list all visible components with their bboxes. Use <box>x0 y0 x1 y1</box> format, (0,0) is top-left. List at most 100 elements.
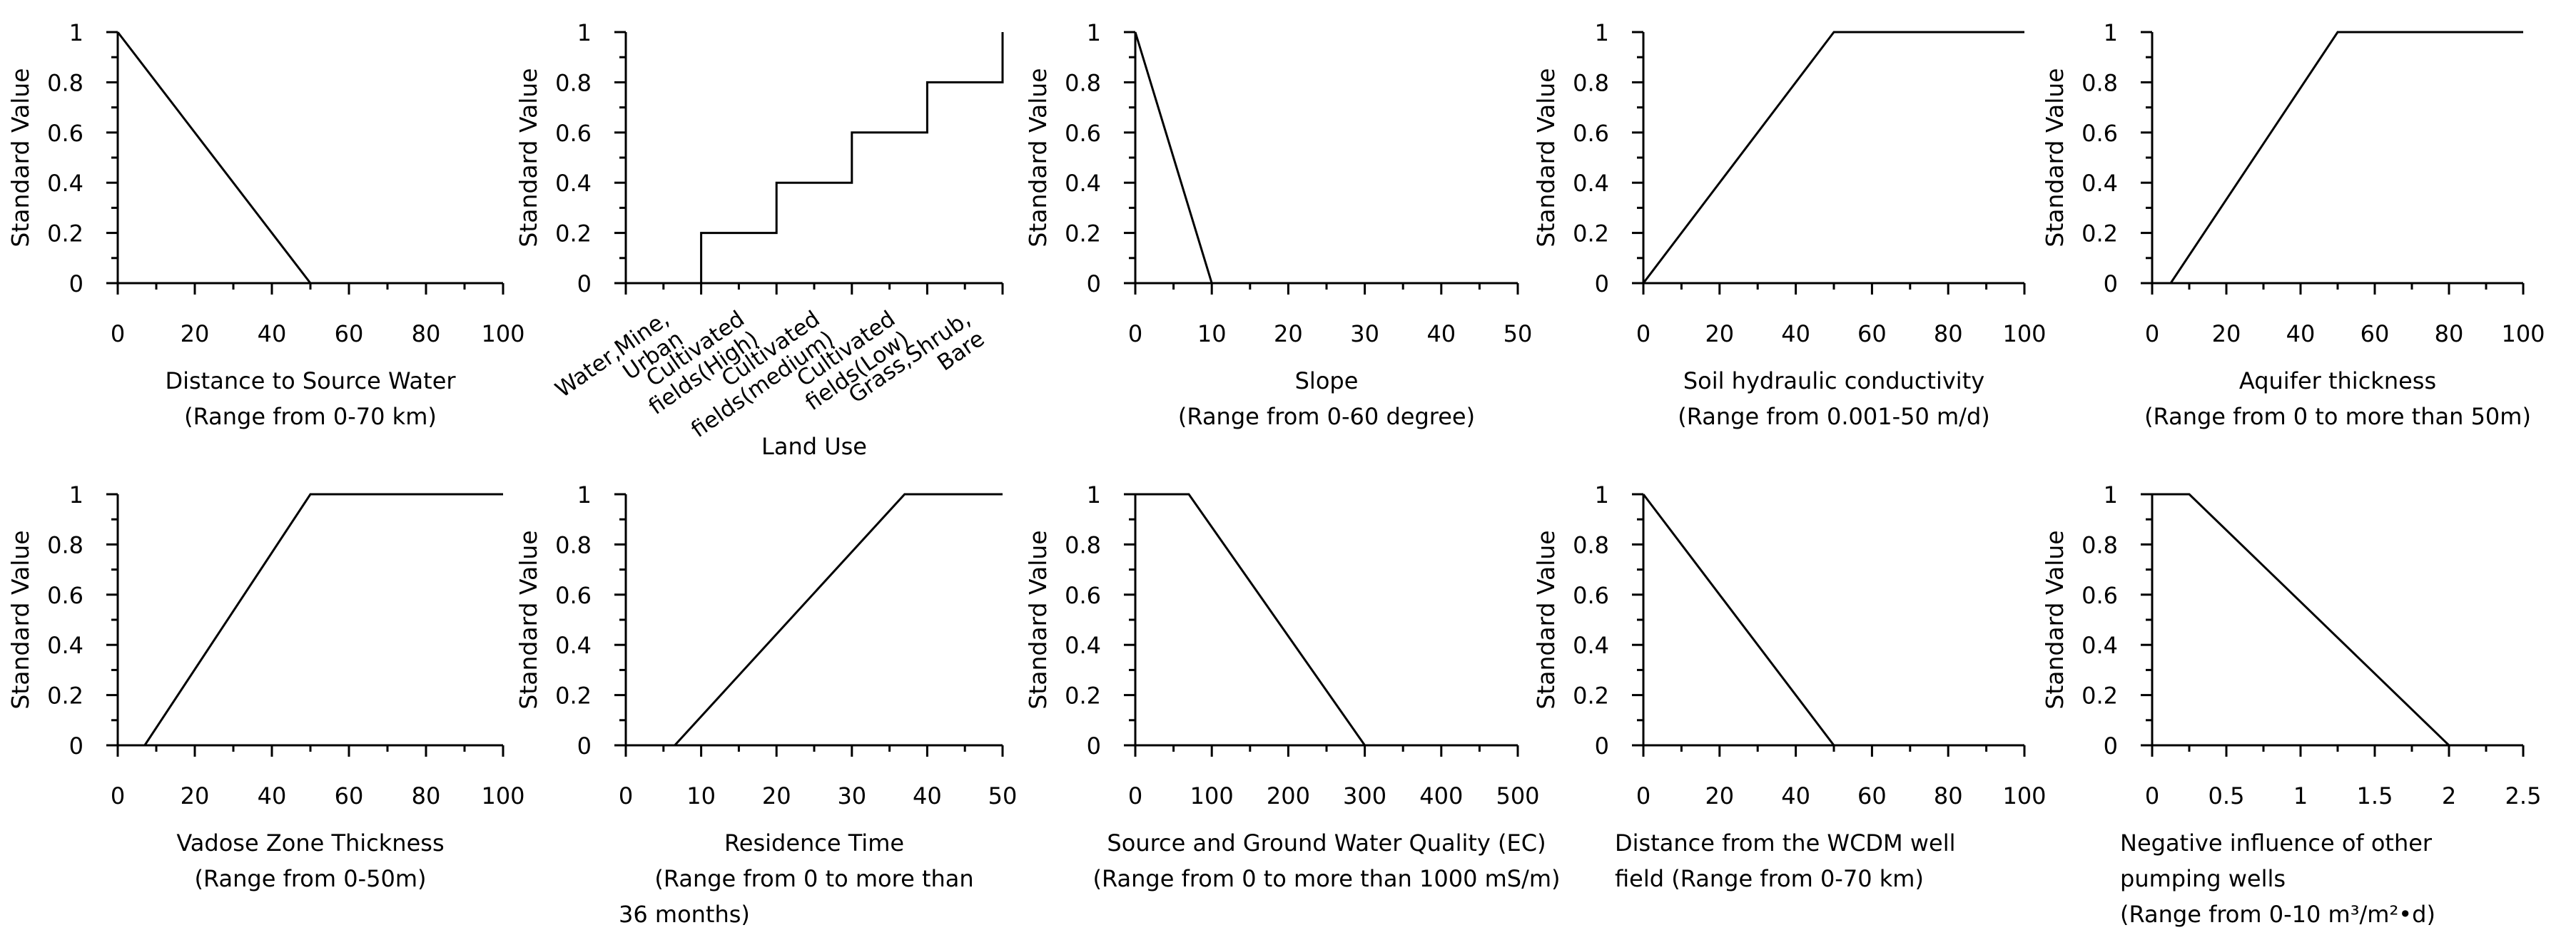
x-tick-label: 100 <box>1190 782 1234 809</box>
x-tick-label: 400 <box>1419 782 1463 809</box>
x-tick-label: 0 <box>1128 320 1142 347</box>
x-tick-label: 80 <box>2435 320 2464 347</box>
y-tick-label: 1 <box>2104 19 2118 46</box>
chart-panel-5: 0 0.2 0.4 0.6 0.8 1 0 20 40 60 80 100 Standard Value… <box>2041 19 2545 430</box>
y-tick-label: 0 <box>1595 270 1609 297</box>
x-axis-title-line: field (Range from 0-70 km) <box>1615 865 1924 892</box>
y-tick-label: 0.2 <box>1065 683 1101 710</box>
x-tick-label: 40 <box>258 320 287 347</box>
y-tick-label: 0 <box>69 732 83 760</box>
x-tick-label: 40 <box>1781 782 1810 809</box>
y-tick-label: 0 <box>1087 270 1101 297</box>
x-tick-label: 0.5 <box>2209 782 2245 809</box>
x-axis-title-line: (Range from 0-70 km) <box>184 403 437 430</box>
y-axis-title: Standard Value <box>1024 530 1052 709</box>
x-tick-label: 100 <box>481 782 524 809</box>
data-series-line <box>1135 493 1518 747</box>
y-axis-title: Standard Value <box>1024 68 1052 247</box>
y-tick-label: 0.4 <box>1065 632 1101 659</box>
y-tick-label: 1 <box>1087 481 1101 509</box>
y-tick-label: 0.4 <box>47 170 83 197</box>
x-tick-label: 40 <box>1781 320 1810 347</box>
x-tick-label: 80 <box>1934 782 1963 809</box>
y-axis-title: Standard Value <box>2041 68 2069 247</box>
x-tick-label: 2.5 <box>2505 782 2542 809</box>
y-tick-label: 0 <box>577 270 592 297</box>
y-tick-label: 0.4 <box>2081 170 2118 197</box>
x-axis-title-line: 36 months) <box>619 901 750 928</box>
data-series-line <box>1642 494 2024 747</box>
x-axis-title-line: Negative influence of other <box>2120 829 2433 857</box>
y-tick-label: 0.8 <box>47 69 83 96</box>
x-tick-label: 40 <box>258 782 287 809</box>
data-series-line <box>1134 31 1518 285</box>
chart-panel-8: 0 0.2 0.4 0.6 0.8 1 0 100 200 300 400 500 Standard V… <box>1024 481 1561 892</box>
y-tick-label: 0.6 <box>1573 120 1609 147</box>
x-tick-label: 60 <box>335 320 364 347</box>
x-axis-title-line: Aquifer thickness <box>2239 367 2436 394</box>
y-tick-label: 1 <box>69 19 83 46</box>
y-tick-label: 0.4 <box>2081 632 2118 659</box>
y-tick-label: 0.8 <box>2081 531 2118 558</box>
y-axis-title: Standard Value <box>6 68 34 247</box>
y-axis-title: Standard Value <box>514 68 542 247</box>
x-axis-title-line: Distance from the WCDM well <box>1615 829 1955 857</box>
x-tick-label: 20 <box>762 782 791 809</box>
x-tick-label: 0 <box>2145 320 2159 347</box>
x-axis-title-line: pumping wells <box>2120 865 2286 892</box>
x-tick-label: 20 <box>181 782 210 809</box>
y-tick-label: 0.2 <box>555 683 592 710</box>
x-axis-title-line: Vadose Zone Thickness <box>176 829 444 857</box>
x-tick-label: 40 <box>913 782 942 809</box>
x-tick-label: 0 <box>111 782 125 809</box>
chart-panel-4: 0 0.2 0.4 0.6 0.8 1 0 20 40 60 80 100 Standard Value… <box>1532 19 2047 430</box>
y-axis-title: Standard Value <box>2041 530 2069 709</box>
y-tick-label: 0 <box>2104 270 2118 297</box>
x-tick-label: 10 <box>686 782 716 809</box>
x-tick-label: 20 <box>1705 320 1734 347</box>
x-tick-label: 100 <box>481 320 524 347</box>
data-series-line <box>1642 31 2024 284</box>
data-series-line <box>143 493 503 746</box>
y-tick-label: 0.6 <box>47 120 83 147</box>
y-tick-label: 0.8 <box>47 531 83 558</box>
y-tick-label: 0.2 <box>47 220 83 247</box>
y-tick-label: 0.8 <box>1065 531 1101 558</box>
x-axis-title-line: Slope <box>1295 367 1359 394</box>
x-tick-label: 200 <box>1267 782 1310 809</box>
x-axis-title-line: Source and Ground Water Quality (EC) <box>1107 829 1546 857</box>
y-tick-label: 0.2 <box>1573 683 1609 710</box>
x-tick-label: 40 <box>2286 320 2316 347</box>
x-tick-label: 0 <box>1636 320 1650 347</box>
y-tick-label: 0 <box>1595 732 1609 760</box>
x-tick-label: 20 <box>2212 320 2241 347</box>
x-axis-title-line: (Range from 0 to more than 50m) <box>2144 403 2531 430</box>
x-axis-title-line: Residence Time <box>724 829 904 857</box>
x-tick-label: 80 <box>412 320 441 347</box>
x-tick-label: 1 <box>2293 782 2308 809</box>
x-axis-title-line: Land Use <box>761 433 867 460</box>
y-axis-title: Standard Value <box>1532 530 1560 709</box>
y-tick-label: 0.6 <box>2081 582 2118 609</box>
chart-panel-1: 0 0.2 0.4 0.6 0.8 1 0 20 40 60 80 100 Standard Value… <box>6 19 525 430</box>
x-tick-label: 20 <box>1274 320 1303 347</box>
y-tick-label: 0.8 <box>1573 531 1609 558</box>
y-tick-label: 0.8 <box>2081 69 2118 96</box>
x-tick-label: 100 <box>2002 782 2046 809</box>
x-axis-title-line: Distance to Source Water <box>165 367 456 394</box>
x-tick-label: 100 <box>2501 320 2545 347</box>
y-tick-label: 0.6 <box>555 582 592 609</box>
x-tick-label: 20 <box>1705 782 1734 809</box>
x-tick-label: 0 <box>1636 782 1650 809</box>
y-tick-label: 0.2 <box>2081 220 2118 247</box>
x-tick-label: 60 <box>335 782 364 809</box>
x-tick-label: 100 <box>2002 320 2046 347</box>
x-axis-title-line: (Range from 0 to more than 1000 mS/m) <box>1092 865 1560 892</box>
y-tick-label: 0.6 <box>1573 582 1609 609</box>
y-tick-label: 0.8 <box>555 69 592 96</box>
y-tick-label: 0.6 <box>2081 120 2118 147</box>
y-tick-label: 0.4 <box>555 170 592 197</box>
x-tick-label: 60 <box>2361 320 2390 347</box>
